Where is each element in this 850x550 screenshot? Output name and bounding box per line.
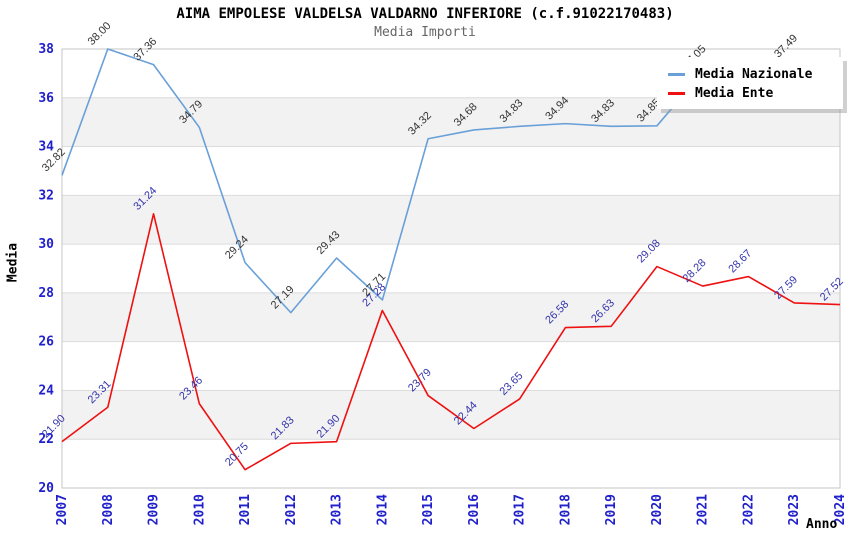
x-tick-label: 2021 bbox=[696, 494, 711, 525]
y-tick-label: 32 bbox=[38, 188, 54, 203]
y-axis-title: Media bbox=[5, 242, 21, 283]
x-tick-label: 2015 bbox=[421, 494, 436, 525]
x-tick-label: 2011 bbox=[238, 494, 253, 525]
x-tick-label: 2024 bbox=[833, 494, 848, 525]
y-tick-label: 30 bbox=[38, 237, 54, 252]
y-tick-label: 26 bbox=[38, 335, 54, 350]
x-tick-label: 2018 bbox=[558, 494, 573, 525]
x-tick-label: 2007 bbox=[55, 494, 70, 525]
plot-border bbox=[61, 48, 841, 489]
x-tick-label: 2013 bbox=[330, 494, 345, 525]
plot-band bbox=[62, 341, 840, 391]
legend-label: Media Nazionale bbox=[695, 67, 813, 82]
y-tick-label: 28 bbox=[38, 286, 54, 301]
x-tick-label: 2008 bbox=[101, 494, 116, 525]
x-tick-label: 2016 bbox=[467, 494, 482, 525]
chart-subtitle: Media Importi bbox=[374, 25, 476, 40]
y-tick-label: 38 bbox=[38, 42, 54, 57]
y-tick-label: 24 bbox=[38, 383, 54, 398]
y-tick-label: 22 bbox=[38, 432, 54, 447]
plot-band bbox=[62, 292, 840, 342]
plot-band bbox=[62, 195, 840, 245]
media-ente-line-swatch-icon bbox=[668, 92, 685, 95]
x-tick-label: 2023 bbox=[787, 494, 802, 525]
y-tick-label: 20 bbox=[38, 481, 54, 496]
plot-band bbox=[62, 244, 840, 293]
legend-label: Media Ente bbox=[695, 86, 774, 101]
x-tick-label: 2014 bbox=[375, 494, 390, 525]
x-axis-title: Anno bbox=[806, 517, 838, 532]
x-tick-label: 2012 bbox=[284, 494, 299, 525]
plot-band bbox=[62, 390, 840, 440]
y-tick-label: 36 bbox=[38, 91, 54, 106]
data-point-label: 38.00 bbox=[86, 20, 114, 48]
x-tick-label: 2017 bbox=[513, 494, 528, 525]
y-tick-label: 34 bbox=[38, 140, 54, 155]
x-tick-label: 2009 bbox=[147, 494, 162, 525]
x-tick-label: 2020 bbox=[650, 494, 665, 525]
legend-item-media-nazionale: Media Nazionale bbox=[668, 65, 843, 84]
x-tick-label: 2019 bbox=[604, 494, 619, 525]
x-tick-label: 2022 bbox=[741, 494, 756, 525]
legend-item-media-ente: Media Ente bbox=[668, 84, 843, 103]
chart-title: AIMA EMPOLESE VALDELSA VALDARNO INFERIOR… bbox=[176, 6, 674, 22]
series-line-media-ente bbox=[61, 213, 841, 471]
plot-band bbox=[62, 146, 840, 196]
x-tick-label: 2010 bbox=[192, 494, 207, 525]
plot-band bbox=[62, 439, 840, 488]
legend: Media Nazionale Media Ente bbox=[657, 57, 843, 109]
media-nazionale-line-swatch-icon bbox=[668, 73, 685, 76]
